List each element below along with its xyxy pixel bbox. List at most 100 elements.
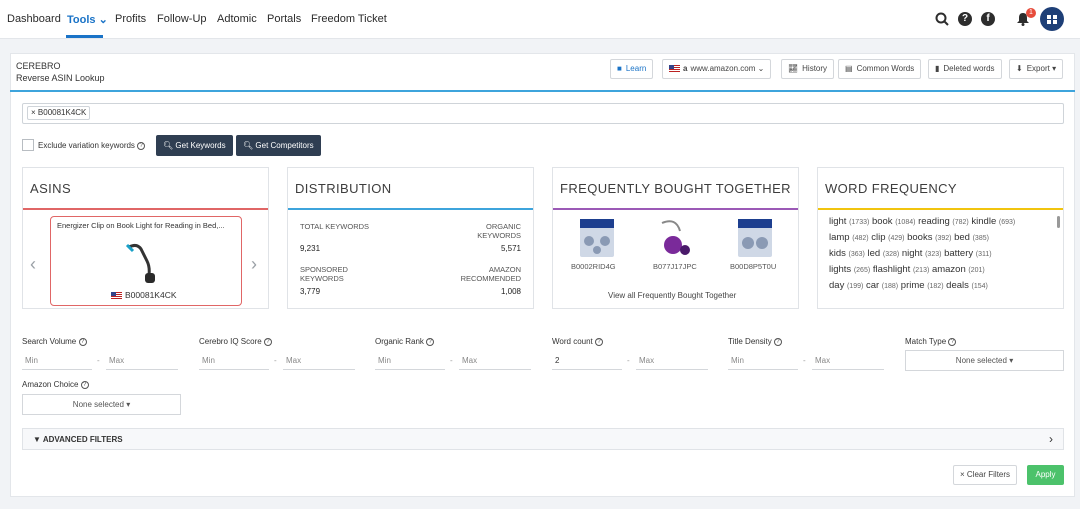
- grid-logo-icon: [1047, 15, 1057, 24]
- organic-rank-min[interactable]: Min: [375, 353, 445, 370]
- word-frequency-word[interactable]: battery: [944, 248, 974, 259]
- word-frequency-word[interactable]: led: [867, 248, 881, 259]
- asins-card-title: ASINS: [30, 181, 72, 196]
- search-volume-min[interactable]: Min: [22, 353, 92, 370]
- title-density-min[interactable]: Min: [728, 353, 798, 370]
- asin-chip[interactable]: × B00081K4CK: [27, 106, 91, 120]
- scrollbar[interactable]: [1057, 216, 1060, 228]
- word-frequency-count: (482): [852, 235, 869, 242]
- fbt-asin-1[interactable]: B0002RID4G: [571, 262, 616, 271]
- product-asin-label: B00081K4CK: [125, 290, 177, 300]
- word-frequency-word[interactable]: prime: [900, 280, 925, 291]
- apply-button[interactable]: Apply: [1027, 465, 1064, 485]
- help-icon[interactable]: ?: [137, 141, 146, 150]
- nav-dashboard[interactable]: Dashboard: [7, 13, 61, 25]
- product-card[interactable]: Energizer Clip on Book Light for Reading…: [50, 216, 242, 306]
- word-frequency-card: WORD FREQUENCY light (1733) book (1084) …: [817, 167, 1064, 309]
- fbt-card-bar: [553, 208, 798, 210]
- help-icon[interactable]: ?: [958, 12, 972, 26]
- word-frequency-count: (154): [971, 283, 988, 290]
- search-icon[interactable]: [935, 12, 949, 26]
- word-frequency-word[interactable]: amazon: [931, 264, 966, 275]
- distribution-card: DISTRIBUTION TOTAL KEYWORDS 9,231 ORGANI…: [287, 167, 534, 309]
- chevron-left-icon[interactable]: ‹: [30, 254, 36, 274]
- learn-button[interactable]: ■ Learn: [610, 59, 654, 79]
- help-icon[interactable]: ?: [595, 337, 603, 346]
- word-frequency-word[interactable]: night: [901, 248, 923, 259]
- deleted-words-button[interactable]: ▮ Deleted words: [928, 59, 1002, 79]
- battery-pack-image[interactable]: [576, 217, 618, 259]
- get-competitors-button[interactable]: 🔍︎ Get Competitors: [236, 135, 321, 156]
- word-frequency-word[interactable]: kindle: [971, 216, 997, 227]
- word-frequency-word[interactable]: lamp: [829, 232, 850, 243]
- chevron-down-icon: ⌄: [757, 64, 765, 73]
- help-icon[interactable]: ?: [80, 380, 89, 389]
- chevron-right-icon[interactable]: ›: [251, 254, 257, 274]
- asin-input[interactable]: [22, 103, 1064, 124]
- avatar[interactable]: [1040, 7, 1064, 31]
- export-button[interactable]: ⬇︎ Export ▾: [1009, 59, 1064, 79]
- word-count-min[interactable]: 2: [552, 353, 622, 370]
- word-frequency-word[interactable]: deals: [946, 280, 969, 291]
- clear-filters-label: Clear Filters: [966, 470, 1011, 479]
- history-button[interactable]: 📈︎ History: [781, 59, 835, 79]
- search-volume-max[interactable]: Max: [106, 353, 178, 370]
- word-frequency-word[interactable]: bed: [954, 232, 970, 243]
- view-all-fbt-link[interactable]: View all Frequently Bought Together: [608, 291, 737, 300]
- help-icon[interactable]: ?: [426, 337, 435, 346]
- learn-label: Learn: [625, 64, 647, 73]
- iq-score-max[interactable]: Max: [283, 353, 355, 370]
- word-frequency-word[interactable]: lights: [829, 264, 852, 275]
- word-frequency-word[interactable]: book: [871, 216, 893, 227]
- battery-card-image[interactable]: [734, 217, 776, 259]
- amazon-choice-select[interactable]: None selected ▾: [22, 394, 181, 415]
- amazon-choice-label: Amazon Choice ?: [22, 380, 89, 389]
- help-icon[interactable]: ?: [78, 337, 87, 346]
- word-count-max[interactable]: Max: [636, 353, 708, 370]
- remove-chip-icon[interactable]: ×: [31, 108, 36, 117]
- exclude-variation-checkbox[interactable]: [22, 139, 34, 151]
- word-frequency-card-title: WORD FREQUENCY: [825, 181, 957, 196]
- nav-freedom-ticket[interactable]: Freedom Ticket: [311, 13, 387, 25]
- word-frequency-word[interactable]: books: [907, 232, 933, 243]
- word-frequency-line: day (199) car (188) prime (182) deals (1…: [829, 280, 988, 291]
- nav-adtomic[interactable]: Adtomic: [217, 13, 257, 25]
- match-type-text: Match Type: [905, 337, 947, 346]
- word-frequency-word[interactable]: reading: [918, 216, 950, 227]
- title-density-max[interactable]: Max: [812, 353, 884, 370]
- nav-tools[interactable]: Tools ⌄: [67, 13, 108, 26]
- facebook-icon[interactable]: f: [981, 12, 995, 26]
- help-icon[interactable]: ?: [773, 337, 782, 346]
- nav-profits[interactable]: Profits: [115, 13, 147, 25]
- word-frequency-line: kids (363) led (328) night (323) battery…: [829, 248, 992, 259]
- book-light-purple-image[interactable]: [652, 217, 694, 259]
- organic-rank-max[interactable]: Max: [459, 353, 531, 370]
- word-frequency-word[interactable]: flashlight: [872, 264, 911, 275]
- marketplace-select[interactable]: a www.amazon.com ⌄: [662, 59, 772, 79]
- word-count-text: Word count: [552, 337, 593, 346]
- word-frequency-word[interactable]: day: [829, 280, 845, 291]
- fbt-asin-2[interactable]: B077J17JPC: [653, 262, 697, 271]
- word-frequency-word[interactable]: clip: [871, 232, 886, 243]
- nav-follow-up[interactable]: Follow-Up: [157, 13, 207, 25]
- bookmark-icon: ▮: [935, 64, 940, 73]
- fbt-asin-3[interactable]: B00D8P5T0U: [730, 262, 777, 271]
- advanced-filters-toggle[interactable]: ▼ ADVANCED FILTERS ›: [22, 428, 1064, 450]
- word-frequency-count: (201): [968, 267, 985, 274]
- chevron-down-icon: ⌄: [98, 14, 108, 26]
- list-icon: ▤: [845, 64, 853, 73]
- word-frequency-word[interactable]: car: [865, 280, 880, 291]
- word-frequency-word[interactable]: kids: [829, 248, 846, 259]
- help-icon[interactable]: ?: [263, 337, 272, 346]
- match-type-select[interactable]: None selected ▾: [905, 350, 1064, 371]
- iq-score-text: Cerebro IQ Score: [199, 337, 262, 346]
- clear-filters-button[interactable]: × Clear Filters: [953, 465, 1018, 485]
- common-words-button[interactable]: ▤ Common Words: [838, 59, 922, 79]
- help-icon[interactable]: ?: [948, 337, 957, 346]
- iq-score-min[interactable]: Min: [199, 353, 269, 370]
- organic-rank-label: Organic Rank ?: [375, 337, 435, 346]
- get-keywords-button[interactable]: 🔍︎ Get Keywords: [156, 135, 233, 156]
- search-icon: 🔍︎: [163, 141, 174, 150]
- word-frequency-word[interactable]: light: [829, 216, 847, 227]
- nav-portals[interactable]: Portals: [267, 13, 302, 25]
